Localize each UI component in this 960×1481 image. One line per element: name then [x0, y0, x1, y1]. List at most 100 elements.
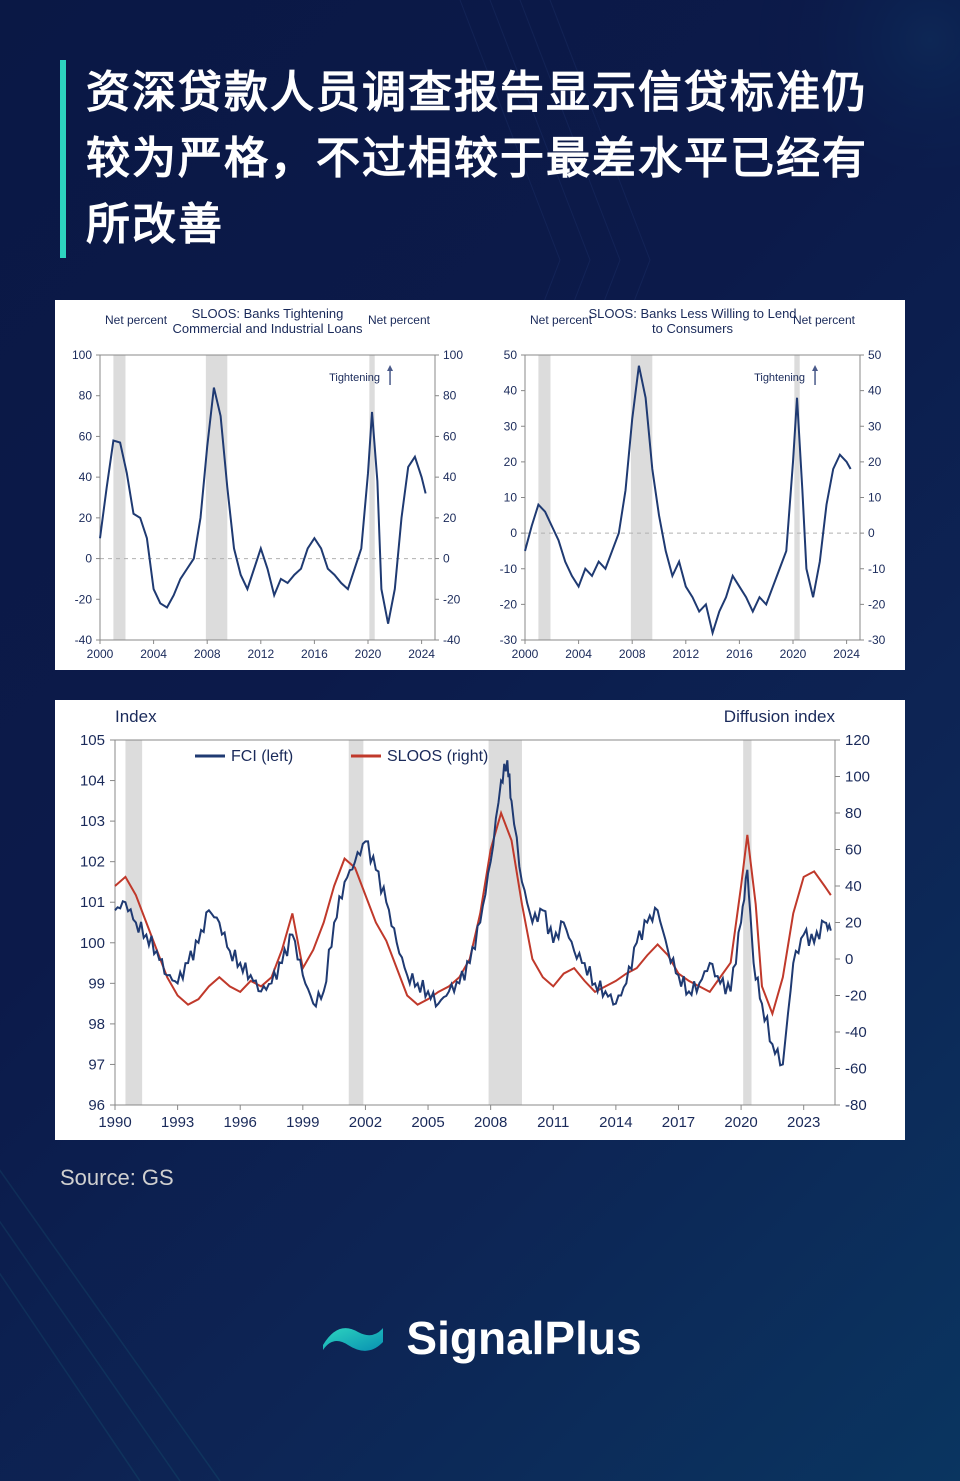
chart-panel-sloos: -40-40-20-200020204040606080801001002000…	[55, 300, 905, 670]
svg-text:60: 60	[845, 842, 862, 859]
svg-text:0: 0	[85, 552, 92, 566]
svg-text:2014: 2014	[599, 1114, 632, 1131]
svg-text:20: 20	[868, 455, 882, 469]
svg-text:40: 40	[443, 470, 457, 484]
svg-text:98: 98	[88, 1016, 105, 1033]
svg-text:0: 0	[510, 526, 517, 540]
brand-name: SignalPlus	[406, 1311, 641, 1365]
svg-text:80: 80	[79, 389, 93, 403]
page-title: 资深贷款人员调查报告显示信贷标准仍较为严格，不过相较于最差水平已经有所改善	[86, 60, 900, 258]
chart-sloos-ci: -40-40-20-200020204040606080801001002000…	[55, 300, 480, 670]
svg-text:40: 40	[868, 384, 882, 398]
svg-text:100: 100	[80, 935, 105, 952]
chart-sloos-consumer: -30-30-20-20-10-100010102020303040405050…	[480, 300, 905, 670]
svg-text:30: 30	[504, 419, 518, 433]
svg-text:101: 101	[80, 894, 105, 911]
svg-text:-20: -20	[868, 597, 886, 611]
svg-text:80: 80	[845, 805, 862, 822]
svg-text:-30: -30	[500, 633, 518, 647]
svg-text:-40: -40	[845, 1024, 867, 1041]
svg-text:-60: -60	[845, 1061, 867, 1078]
svg-text:30: 30	[868, 419, 882, 433]
brand-logo-icon	[318, 1310, 388, 1365]
svg-text:SLOOS: Banks Less Willing to L: SLOOS: Banks Less Willing to Lend	[588, 306, 796, 321]
svg-text:-20: -20	[845, 988, 867, 1005]
svg-text:20: 20	[443, 511, 457, 525]
svg-text:2012: 2012	[247, 647, 274, 661]
svg-text:2005: 2005	[411, 1114, 444, 1131]
svg-text:10: 10	[504, 491, 518, 505]
svg-text:SLOOS: Banks Tightening: SLOOS: Banks Tightening	[192, 306, 344, 321]
svg-text:2008: 2008	[474, 1114, 507, 1131]
svg-text:2020: 2020	[780, 647, 807, 661]
chart-fci-sloos: 96 97 98 99 100 101 102 103 104 105 -80 -60 -40 -20 0 2…	[55, 700, 905, 1140]
svg-text:2017: 2017	[662, 1114, 695, 1131]
svg-text:2002: 2002	[349, 1114, 382, 1131]
svg-text:40: 40	[79, 470, 93, 484]
svg-text:Commercial and Industrial Loan: Commercial and Industrial Loans	[172, 321, 363, 336]
svg-text:0: 0	[845, 951, 853, 968]
svg-text:104: 104	[80, 773, 105, 790]
svg-text:-10: -10	[868, 562, 886, 576]
svg-text:-10: -10	[500, 562, 518, 576]
svg-text:102: 102	[80, 854, 105, 871]
svg-text:100: 100	[845, 769, 870, 786]
brand-block: SignalPlus	[0, 1310, 960, 1365]
svg-text:2023: 2023	[787, 1114, 820, 1131]
svg-text:20: 20	[504, 455, 518, 469]
svg-text:40: 40	[845, 878, 862, 895]
svg-text:100: 100	[72, 348, 92, 362]
svg-text:10: 10	[868, 491, 882, 505]
svg-text:2024: 2024	[833, 647, 860, 661]
svg-text:Net percent: Net percent	[530, 313, 593, 327]
svg-text:Net percent: Net percent	[793, 313, 856, 327]
svg-text:60: 60	[79, 429, 93, 443]
svg-text:1999: 1999	[286, 1114, 319, 1131]
svg-text:2016: 2016	[301, 647, 328, 661]
svg-text:2000: 2000	[87, 647, 114, 661]
svg-text:2020: 2020	[355, 647, 382, 661]
svg-text:100: 100	[443, 348, 463, 362]
chart-panel-fci: 96 97 98 99 100 101 102 103 104 105 -80 -60 -40 -20 0 2…	[55, 700, 905, 1140]
svg-text:2020: 2020	[724, 1114, 757, 1131]
svg-text:96: 96	[88, 1097, 105, 1114]
svg-text:1996: 1996	[224, 1114, 257, 1131]
svg-text:99: 99	[88, 975, 105, 992]
page-title-block: 资深贷款人员调查报告显示信贷标准仍较为严格，不过相较于最差水平已经有所改善	[60, 60, 900, 258]
svg-text:2008: 2008	[194, 647, 221, 661]
svg-text:0: 0	[443, 552, 450, 566]
svg-text:Index: Index	[115, 707, 157, 726]
svg-text:Net percent: Net percent	[368, 313, 431, 327]
svg-text:50: 50	[868, 348, 882, 362]
svg-text:120: 120	[845, 732, 870, 749]
svg-text:2011: 2011	[537, 1114, 569, 1131]
svg-text:-40: -40	[75, 633, 93, 647]
svg-text:-40: -40	[443, 633, 461, 647]
svg-text:-20: -20	[500, 597, 518, 611]
svg-text:-20: -20	[443, 592, 461, 606]
svg-text:-20: -20	[75, 592, 93, 606]
svg-text:Tightening: Tightening	[329, 372, 380, 384]
svg-text:-80: -80	[845, 1097, 867, 1114]
svg-text:50: 50	[504, 348, 518, 362]
svg-text:Tightening: Tightening	[754, 372, 805, 384]
svg-text:80: 80	[443, 389, 457, 403]
svg-text:20: 20	[845, 915, 862, 932]
svg-text:60: 60	[443, 429, 457, 443]
svg-text:Diffusion index: Diffusion index	[724, 707, 836, 726]
svg-text:Net percent: Net percent	[105, 313, 168, 327]
svg-text:2024: 2024	[408, 647, 435, 661]
svg-text:20: 20	[79, 511, 93, 525]
svg-text:97: 97	[88, 1056, 105, 1073]
svg-text:105: 105	[80, 732, 105, 749]
svg-text:-30: -30	[868, 633, 886, 647]
svg-text:2016: 2016	[726, 647, 753, 661]
svg-text:103: 103	[80, 813, 105, 830]
source-label: Source: GS	[60, 1165, 174, 1191]
svg-text:SLOOS (right): SLOOS (right)	[387, 748, 488, 765]
svg-text:2012: 2012	[672, 647, 699, 661]
svg-text:2004: 2004	[140, 647, 167, 661]
svg-text:2008: 2008	[619, 647, 646, 661]
svg-text:FCI (left): FCI (left)	[231, 748, 293, 765]
svg-text:2000: 2000	[512, 647, 539, 661]
